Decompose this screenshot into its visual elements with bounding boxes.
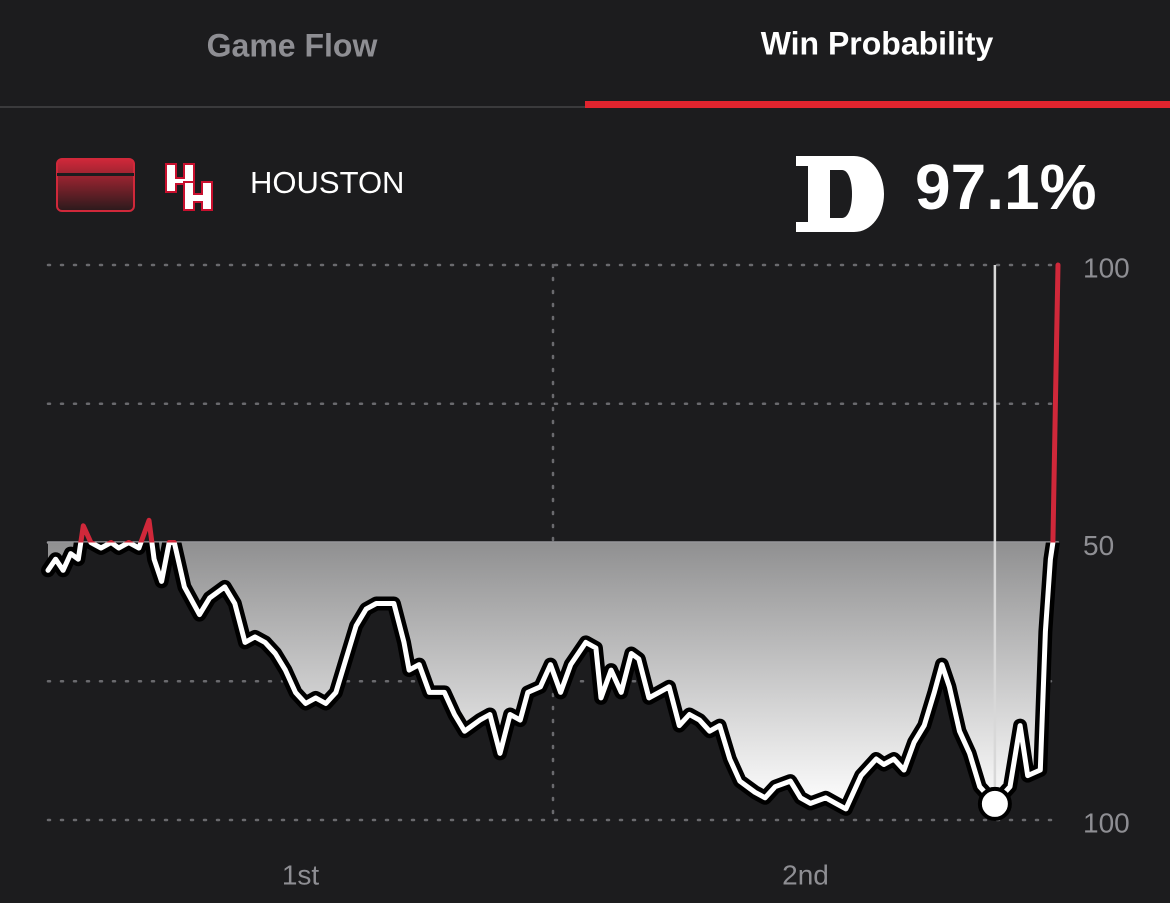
- team-logo: [165, 163, 213, 211]
- y-tick-label: 100: [1083, 807, 1130, 838]
- team-name: HOUSTON: [250, 165, 404, 200]
- opponent-logo: [796, 156, 884, 232]
- x-tick-label: 2nd: [782, 859, 829, 890]
- y-tick-label: 100: [1083, 252, 1130, 283]
- y-tick-label: 50: [1083, 530, 1114, 561]
- tab[interactable]: Win Probability: [761, 25, 994, 61]
- x-tick-label: 1st: [282, 859, 320, 890]
- active-tab-indicator: [585, 101, 1170, 108]
- team-color-card-stripe: [57, 173, 134, 176]
- scrubber-handle: [977, 786, 1012, 821]
- win-probability-area: [48, 542, 1058, 809]
- win-probability-value: 97.1%: [915, 151, 1096, 223]
- team-color-card: [56, 158, 135, 212]
- win-probability-line: [45, 542, 1056, 812]
- tab[interactable]: Game Flow: [207, 27, 378, 63]
